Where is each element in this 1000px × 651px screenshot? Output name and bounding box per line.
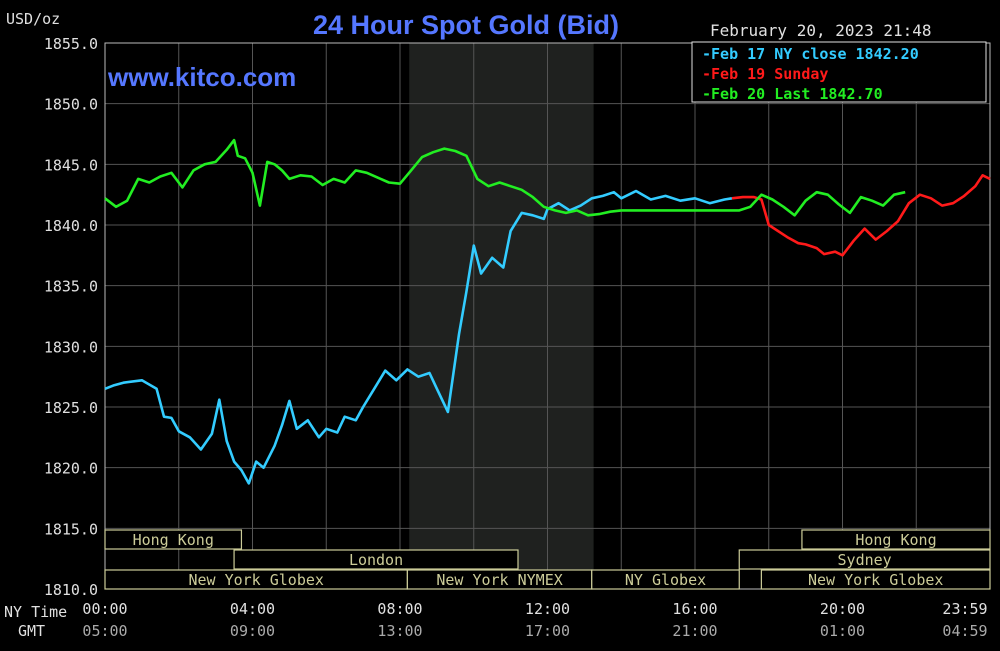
session-bar xyxy=(801,529,991,550)
session-bar-layer: Hong Kong London New York Globex New York N… xyxy=(104,529,991,590)
legend-box xyxy=(691,41,987,103)
series-line-0 xyxy=(104,189,733,485)
legend-entry-cyan: -Feb 17 NY close 1842.20 xyxy=(702,45,919,63)
session-label: NY Globex xyxy=(625,571,706,589)
x-tick-label-gmt: 13:00 xyxy=(377,622,422,640)
series-layer xyxy=(104,138,991,485)
y-tick-label: 1820.0 xyxy=(44,460,98,478)
y-tick-label: 1825.0 xyxy=(44,399,98,417)
x-tick-label-ny: 12:00 xyxy=(525,600,570,618)
row-label-ny: NY Time xyxy=(4,603,67,621)
watermark: www.kitco.com xyxy=(107,62,296,92)
nymex-hours-shade xyxy=(409,43,594,589)
x-tick-label-gmt: 09:00 xyxy=(230,622,275,640)
y-tick-label: 1810.0 xyxy=(44,581,98,599)
axis-layer: 1855.0 1850.0 1845.0 1840.0 1835.0 1830.0 1825… xyxy=(44,35,988,640)
y-tick-label: 1850.0 xyxy=(44,96,98,114)
background-layer xyxy=(409,43,594,589)
session-label: New York Globex xyxy=(808,571,943,589)
x-tick-label-gmt: 21:00 xyxy=(672,622,717,640)
session-label: Sydney xyxy=(838,551,892,569)
session-label: New York Globex xyxy=(188,571,323,589)
session-bar xyxy=(233,549,519,570)
x-tick-label-ny: 20:00 xyxy=(820,600,865,618)
session-label: New York NYMEX xyxy=(436,571,562,589)
x-tick-label-ny: 04:00 xyxy=(230,600,275,618)
x-tick-label-gmt: 01:00 xyxy=(820,622,865,640)
legend-label-green: Feb 20 Last 1842.70 xyxy=(711,85,883,103)
x-tick-label-gmt: 04:59 xyxy=(942,622,987,640)
legend-entry-red: -Feb 19 Sunday xyxy=(702,65,828,83)
session-bar xyxy=(760,569,991,590)
unit-label: USD/oz xyxy=(6,10,60,28)
legend: -Feb 17 NY close 1842.20 -Feb 19 Sunday … xyxy=(691,41,987,103)
y-tick-label: 1830.0 xyxy=(44,338,98,356)
x-tick-label-ny: 23:59 xyxy=(942,600,987,618)
session-bar xyxy=(104,529,243,550)
y-tick-label: 1840.0 xyxy=(44,217,98,235)
x-tick-label-ny: 08:00 xyxy=(377,600,422,618)
x-tick-label-ny: 00:00 xyxy=(82,600,127,618)
y-tick-label: 1855.0 xyxy=(44,35,98,53)
x-tick-label-gmt: 17:00 xyxy=(525,622,570,640)
series-line-1 xyxy=(731,174,991,257)
session-label: Hong Kong xyxy=(133,531,214,549)
series-line-2 xyxy=(104,138,906,217)
timestamp: February 20, 2023 21:48 xyxy=(710,21,932,40)
x-tick-label-ny: 16:00 xyxy=(672,600,717,618)
legend-label-red: Feb 19 Sunday xyxy=(711,65,828,83)
legend-entry-green: -Feb 20 Last 1842.70 xyxy=(702,85,883,103)
grid-layer xyxy=(104,42,991,590)
session-label: London xyxy=(349,551,403,569)
row-label-gmt: GMT xyxy=(18,622,45,640)
y-tick-label: 1815.0 xyxy=(44,520,98,538)
session-label: Hong Kong xyxy=(855,531,936,549)
chart-title: 24 Hour Spot Gold (Bid) xyxy=(313,10,619,40)
session-bar xyxy=(738,549,991,570)
legend-label-cyan: Feb 17 NY close 1842.20 xyxy=(711,45,919,63)
y-tick-label: 1845.0 xyxy=(44,156,98,174)
x-tick-label-gmt: 05:00 xyxy=(82,622,127,640)
y-tick-label: 1835.0 xyxy=(44,278,98,296)
session-bar xyxy=(591,569,740,590)
